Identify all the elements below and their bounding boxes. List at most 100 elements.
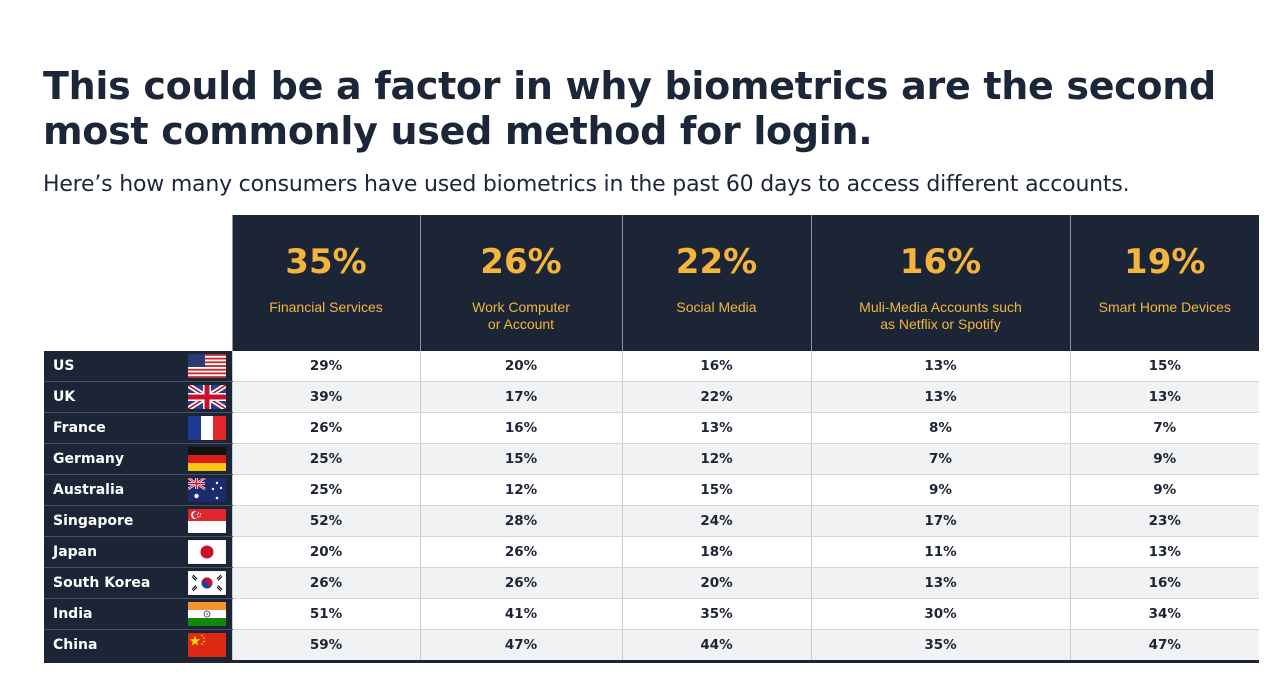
japan-flag-icon bbox=[187, 540, 226, 564]
table-body: US 29% 20% 16% 13% 15% UK 39% 17% 22% 13% 13% France… bbox=[44, 351, 1259, 663]
column-total-pct: 22% bbox=[675, 242, 758, 282]
value-cell: 34% bbox=[1069, 598, 1259, 630]
us-flag-icon bbox=[187, 354, 226, 378]
value-cell: 20% bbox=[419, 351, 622, 382]
value-cell: 47% bbox=[419, 629, 622, 663]
country-cell: Australia bbox=[44, 474, 232, 506]
biometrics-usage-table: 35% Financial Services 26% Work Computer… bbox=[44, 215, 1259, 663]
column-total-pct: 19% bbox=[1124, 242, 1206, 282]
value-cell: 16% bbox=[419, 412, 622, 444]
value-cell: 13% bbox=[1069, 536, 1259, 568]
country-name: South Korea bbox=[53, 575, 151, 591]
value-cell: 17% bbox=[810, 505, 1070, 537]
table-row: India 51% 41% 35% 30% 34% bbox=[44, 598, 1259, 630]
value-cell: 13% bbox=[621, 412, 811, 444]
value-cell: 44% bbox=[621, 629, 811, 663]
value-cell: 13% bbox=[810, 351, 1070, 382]
value-cell: 16% bbox=[621, 351, 811, 382]
value-cell: 59% bbox=[231, 629, 420, 663]
country-name: Singapore bbox=[53, 513, 134, 529]
page-title: This could be a factor in why biometrics… bbox=[43, 64, 1216, 153]
value-cell: 26% bbox=[419, 536, 622, 568]
india-flag-icon bbox=[187, 602, 226, 626]
value-cell: 26% bbox=[231, 412, 420, 444]
value-cell: 26% bbox=[231, 567, 420, 599]
value-cell: 13% bbox=[810, 381, 1070, 413]
country-cell: China bbox=[44, 629, 232, 663]
value-cell: 41% bbox=[419, 598, 622, 630]
country-name: India bbox=[53, 606, 93, 622]
column-category-label: Financial Services bbox=[269, 299, 383, 315]
table-row: Australia 25% 12% 15% 9% 9% bbox=[44, 474, 1259, 506]
table-row: US 29% 20% 16% 13% 15% bbox=[44, 351, 1259, 382]
value-cell: 18% bbox=[621, 536, 811, 568]
france-flag-icon bbox=[187, 416, 226, 440]
country-name: UK bbox=[53, 389, 76, 405]
value-cell: 25% bbox=[231, 474, 420, 506]
value-cell: 16% bbox=[1069, 567, 1259, 599]
country-name: Australia bbox=[53, 482, 125, 498]
header-blank-cell bbox=[44, 215, 232, 351]
value-cell: 17% bbox=[419, 381, 622, 413]
table-header-row: 35% Financial Services 26% Work Computer… bbox=[44, 215, 1259, 351]
column-header: 16% Muli-Media Accounts such as Netflix o… bbox=[810, 215, 1070, 351]
table-row: UK 39% 17% 22% 13% 13% bbox=[44, 381, 1259, 413]
value-cell: 52% bbox=[231, 505, 420, 537]
value-cell: 39% bbox=[231, 381, 420, 413]
value-cell: 35% bbox=[621, 598, 811, 630]
singapore-flag-icon bbox=[187, 509, 226, 533]
south-korea-flag-icon bbox=[187, 571, 226, 595]
value-cell: 15% bbox=[419, 443, 622, 475]
column-header: 35% Financial Services bbox=[231, 215, 420, 351]
value-cell: 25% bbox=[231, 443, 420, 475]
column-category-label: Work Computer or Account bbox=[472, 299, 570, 332]
value-cell: 9% bbox=[1069, 443, 1259, 475]
country-name: US bbox=[53, 358, 75, 374]
column-category-label: Muli-Media Accounts such as Netflix or Sp… bbox=[859, 299, 1022, 332]
country-cell: South Korea bbox=[44, 567, 232, 599]
value-cell: 12% bbox=[621, 443, 811, 475]
country-cell: US bbox=[44, 351, 232, 382]
value-cell: 20% bbox=[231, 536, 420, 568]
column-total-pct: 35% bbox=[285, 242, 367, 282]
column-header: 22% Social Media bbox=[621, 215, 811, 351]
country-name: Japan bbox=[53, 544, 98, 560]
biometrics-usage-table-container: 35% Financial Services 26% Work Computer… bbox=[44, 215, 1259, 663]
germany-flag-icon bbox=[187, 447, 226, 471]
value-cell: 51% bbox=[231, 598, 420, 630]
country-cell: Japan bbox=[44, 536, 232, 568]
table-row: Japan 20% 26% 18% 11% 13% bbox=[44, 536, 1259, 568]
value-cell: 20% bbox=[621, 567, 811, 599]
value-cell: 15% bbox=[621, 474, 811, 506]
country-name: Germany bbox=[53, 451, 125, 467]
china-flag-icon bbox=[187, 633, 226, 657]
value-cell: 23% bbox=[1069, 505, 1259, 537]
value-cell: 30% bbox=[810, 598, 1070, 630]
value-cell: 7% bbox=[810, 443, 1070, 475]
country-cell: Germany bbox=[44, 443, 232, 475]
column-total-pct: 26% bbox=[480, 242, 562, 282]
value-cell: 9% bbox=[810, 474, 1070, 506]
value-cell: 29% bbox=[231, 351, 420, 382]
column-header: 26% Work Computer or Account bbox=[419, 215, 622, 351]
value-cell: 26% bbox=[419, 567, 622, 599]
country-cell: Singapore bbox=[44, 505, 232, 537]
value-cell: 22% bbox=[621, 381, 811, 413]
value-cell: 12% bbox=[419, 474, 622, 506]
column-total-pct: 16% bbox=[899, 242, 982, 282]
value-cell: 9% bbox=[1069, 474, 1259, 506]
value-cell: 8% bbox=[810, 412, 1070, 444]
value-cell: 47% bbox=[1069, 629, 1259, 663]
column-header: 19% Smart Home Devices bbox=[1069, 215, 1259, 351]
table-row: France 26% 16% 13% 8% 7% bbox=[44, 412, 1259, 444]
table-row: Singapore 52% 28% 24% 17% 23% bbox=[44, 505, 1259, 537]
value-cell: 35% bbox=[810, 629, 1070, 663]
value-cell: 11% bbox=[810, 536, 1070, 568]
table-row: Germany 25% 15% 12% 7% 9% bbox=[44, 443, 1259, 475]
country-cell: France bbox=[44, 412, 232, 444]
table-row: China 59% 47% 44% 35% 47% bbox=[44, 629, 1259, 663]
country-name: France bbox=[53, 420, 106, 436]
column-category-label: Social Media bbox=[676, 299, 757, 315]
value-cell: 28% bbox=[419, 505, 622, 537]
column-category-label: Smart Home Devices bbox=[1098, 299, 1231, 315]
